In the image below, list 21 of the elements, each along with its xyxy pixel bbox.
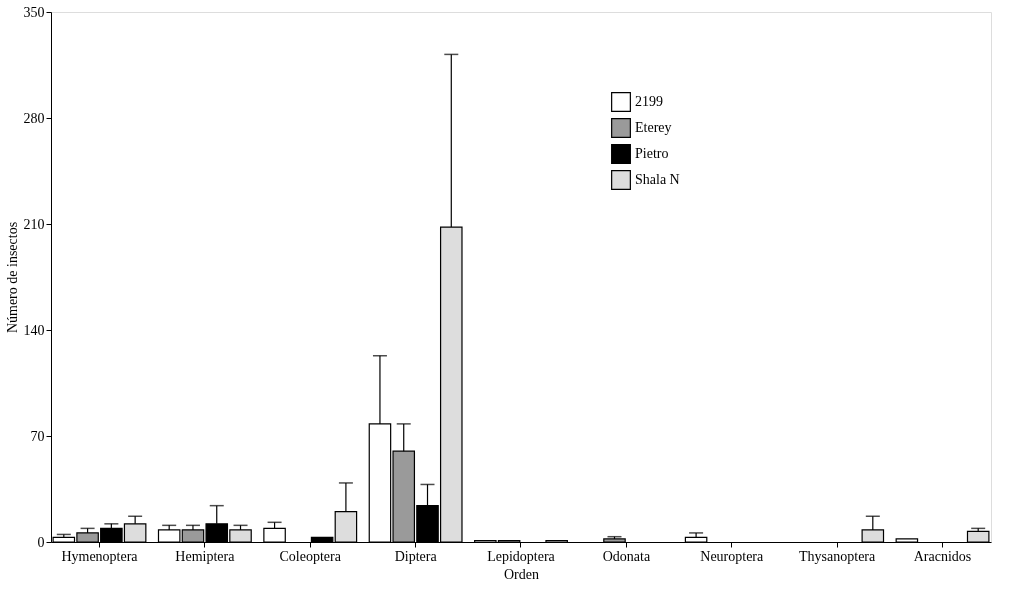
x-tick-label: Thysanoptera (799, 548, 877, 564)
y-tick-label: 350 (23, 4, 45, 20)
y-axis-title: Número de insectos (4, 221, 20, 334)
y-tick-label: 0 (37, 534, 45, 550)
x-tick-label: Diptera (394, 548, 438, 564)
y-tick-label: 70 (30, 428, 45, 444)
y-tick-label: 210 (23, 216, 45, 232)
x-tick-label: Hymenoptera (61, 548, 139, 564)
legend-label: 2199 (635, 94, 663, 109)
y-tick-label: 140 (23, 322, 45, 338)
x-tick-label: Odonata (602, 548, 651, 564)
x-tick-label: Aracnidos (913, 548, 972, 564)
x-tick-label: Lepidoptera (487, 548, 556, 564)
legend-label: Shala N (635, 172, 680, 187)
y-tick-label: 280 (23, 110, 45, 126)
legend-label: Eterey (635, 120, 672, 135)
x-tick-label: Neuroptera (700, 548, 765, 564)
x-tick-label: Hemiptera (175, 548, 236, 564)
x-axis-title: Orden (504, 566, 539, 582)
legend-label: Pietro (635, 146, 669, 161)
x-tick-label: Coleoptera (279, 548, 342, 564)
